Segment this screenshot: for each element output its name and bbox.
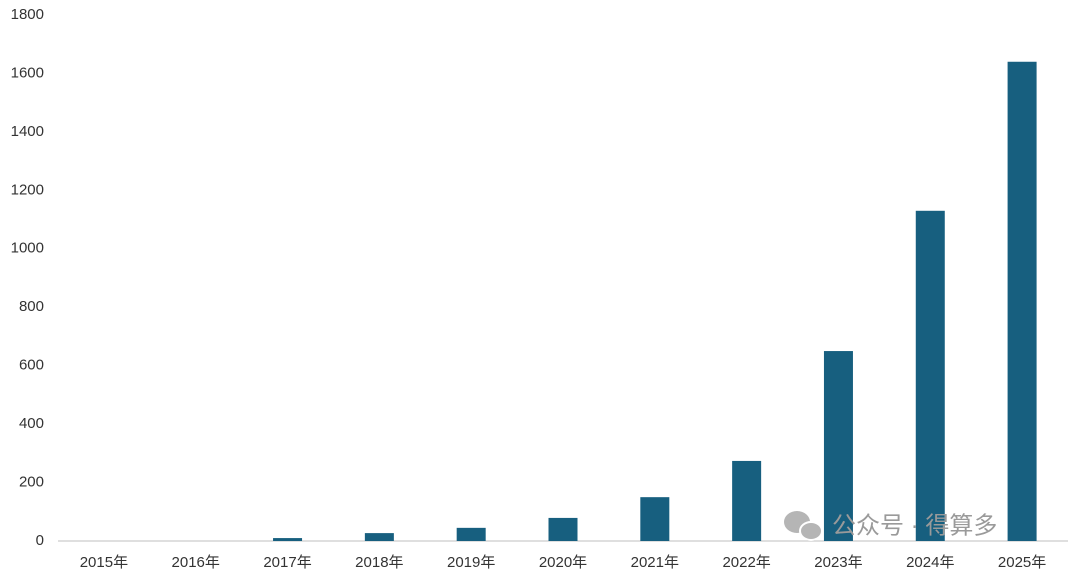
x-tick-label: 2025年 xyxy=(998,554,1046,571)
y-tick-label: 600 xyxy=(19,357,44,374)
y-tick-label: 0 xyxy=(36,532,44,549)
y-tick-label: 1000 xyxy=(11,240,44,257)
bar xyxy=(823,351,853,541)
x-tick-label: 2019年 xyxy=(447,554,495,571)
y-tick-label: 200 xyxy=(19,474,44,491)
watermark-icon xyxy=(784,511,823,541)
y-tick-label: 1600 xyxy=(11,64,44,81)
y-tick-label: 400 xyxy=(19,415,44,432)
bar xyxy=(732,460,762,541)
x-tick-label: 2015年 xyxy=(80,554,128,571)
bar xyxy=(915,210,945,542)
x-tick-label: 2017年 xyxy=(263,554,311,571)
bar xyxy=(456,527,486,541)
y-tick-label: 800 xyxy=(19,298,44,315)
bar xyxy=(1007,61,1037,541)
x-tick-label: 2023年 xyxy=(814,554,862,571)
bar xyxy=(273,538,303,541)
x-tick-label: 2016年 xyxy=(172,554,220,571)
bar xyxy=(548,517,578,541)
x-tick-label: 2020年 xyxy=(539,554,587,571)
x-tick-label: 2022年 xyxy=(722,554,770,571)
x-tick-label: 2018年 xyxy=(355,554,403,571)
watermark: 公众号 · 得算多 xyxy=(832,512,997,539)
bar xyxy=(364,533,394,541)
y-tick-label: 1400 xyxy=(11,123,44,140)
y-tick-label: 1200 xyxy=(11,181,44,198)
x-tick-label: 2021年 xyxy=(631,554,679,571)
y-tick-label: 1800 xyxy=(11,6,44,23)
x-tick-label: 2024年 xyxy=(906,554,954,571)
bar xyxy=(640,497,670,541)
